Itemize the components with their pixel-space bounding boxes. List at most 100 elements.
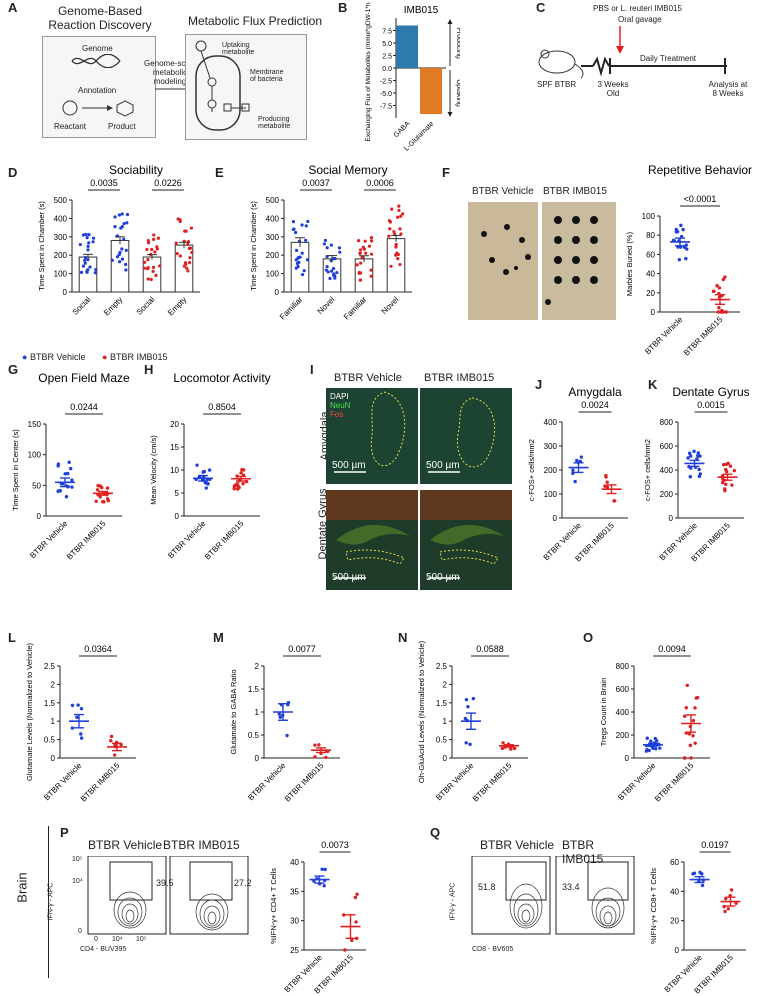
data-point	[721, 277, 726, 282]
oh-gluacid-chart: 0 0.5 1 1.5 2 2.5 Oh-GluAcid Levels (Normalize…	[417, 640, 528, 804]
timeline-graphic	[538, 26, 727, 79]
data-point	[573, 479, 577, 484]
p-value-label: <0.0001	[684, 194, 717, 204]
data-point	[401, 212, 405, 216]
y-tick-label: 60	[670, 858, 679, 867]
panel-letter-k: K	[648, 377, 658, 392]
data-point	[120, 257, 125, 261]
membrane-label: Membrane of bacteria	[250, 69, 284, 83]
data-point	[87, 232, 91, 237]
producing-metabolite-label: Producing metabolite	[258, 116, 291, 130]
data-point	[684, 256, 688, 261]
y-tick-label: 0	[675, 946, 680, 955]
data-point	[187, 246, 192, 251]
y-tick-label: 0.5	[436, 736, 448, 745]
y-tick-label: 600	[660, 442, 674, 451]
p-value-label: 0.0037	[302, 178, 330, 188]
panel-c-timeline: PBS or L. reuteri IMB015 Oral gavage Dai…	[535, 4, 755, 154]
data-point	[195, 463, 199, 467]
y-axis-label: Glutamate to GABA Ratio	[229, 669, 238, 754]
data-point	[86, 268, 90, 272]
x-tick-label: Social	[135, 295, 157, 317]
y-tick-label: -5.0	[380, 91, 392, 98]
producing-arrowhead	[447, 19, 453, 24]
vehicle-marbles	[481, 224, 531, 275]
y-tick-label: 600	[616, 685, 630, 694]
vehicle-legend-label: BTBR Vehicle	[29, 352, 86, 362]
p-xtick-1: 0	[94, 936, 98, 943]
data-point	[120, 212, 124, 216]
data-point	[285, 733, 289, 738]
panel-letter-f: F	[442, 165, 450, 180]
y-tick-label: 0	[63, 288, 68, 297]
data-point	[729, 888, 734, 892]
data-point	[343, 948, 347, 952]
data-point	[304, 238, 308, 243]
data-point	[186, 242, 190, 246]
data-point	[204, 486, 208, 490]
treatment-label: PBS or L. reuteri IMB015	[593, 4, 682, 13]
data-point	[300, 272, 305, 277]
y-tick-label: 200	[54, 251, 68, 260]
glu-gaba-ratio-chart: 0 0.5 1 1.5 2 Glutamate to GABA Ratio BTBR Veh…	[229, 644, 340, 804]
data-point	[115, 255, 120, 259]
data-point	[464, 697, 469, 702]
p-value-label: 0.0073	[321, 840, 349, 850]
x-tick-label: Empty	[166, 295, 188, 317]
data-point	[330, 269, 334, 273]
data-point	[70, 703, 75, 708]
y-tick-label: 20	[646, 289, 655, 298]
scalebar-label-2: 500 µm	[426, 460, 460, 471]
data-point	[70, 485, 74, 489]
data-point	[691, 718, 696, 723]
panel-letter-h: H	[144, 362, 154, 377]
data-point	[67, 460, 71, 464]
data-point	[122, 222, 126, 226]
data-point	[720, 480, 725, 485]
data-point	[724, 310, 729, 314]
y-tick-label: 100	[28, 451, 42, 460]
data-point	[93, 271, 97, 275]
data-point	[183, 261, 188, 265]
y-tick-label: 40	[290, 858, 299, 867]
reactant-label: Reactant	[54, 122, 87, 131]
data-point	[356, 239, 361, 243]
chart-title: Open Field Maze	[38, 371, 130, 385]
data-point	[571, 468, 575, 472]
data-point	[313, 755, 317, 759]
data-point	[685, 247, 689, 251]
y-tick-label: 300	[54, 233, 68, 242]
data-point	[697, 467, 701, 472]
reaction-icon	[62, 100, 134, 117]
contour-imb	[195, 893, 229, 931]
vehicle-legend-dot: ●	[22, 352, 28, 362]
panel-p-flow: BTBR Vehicle BTBR IMB015 39.5 27.2 10⁵ 1…	[47, 838, 260, 988]
data-point	[302, 269, 306, 273]
data-point	[471, 696, 476, 701]
fos-legend: Fos	[330, 410, 344, 419]
data-point	[106, 498, 111, 503]
data-point	[329, 243, 333, 247]
x-tick-label: BTBR Vehicle	[616, 761, 658, 803]
chart-title: Amygdala	[568, 385, 622, 399]
data-point	[232, 484, 237, 489]
marble-imb-title: BTBR IMB015	[543, 186, 607, 197]
y-tick-label: 0	[625, 754, 630, 763]
repetitive-behavior-chart: Repetitive Behavior 0 20 40 60 80 100 Marbles B…	[625, 163, 752, 358]
dapi-legend: DAPI	[330, 392, 349, 401]
x-tick-label: BTBR Vehicle	[246, 761, 288, 803]
flow-q-plots	[471, 856, 635, 935]
flux-bar	[396, 25, 418, 68]
data-point	[142, 260, 147, 264]
y-tick-label: 0	[651, 308, 656, 317]
data-point	[688, 475, 693, 479]
y-axis-label: c-FOS+ cells/mm2	[527, 439, 536, 501]
data-point	[202, 469, 207, 474]
open-field-chart: Open Field Maze 0 50 100 150 Time Spent in Ce…	[11, 371, 130, 562]
panel-letter-j: J	[535, 377, 543, 392]
bar	[290, 241, 310, 293]
imb-legend-dot: ●	[102, 352, 108, 362]
data-point	[654, 746, 658, 751]
data-point	[724, 469, 729, 474]
